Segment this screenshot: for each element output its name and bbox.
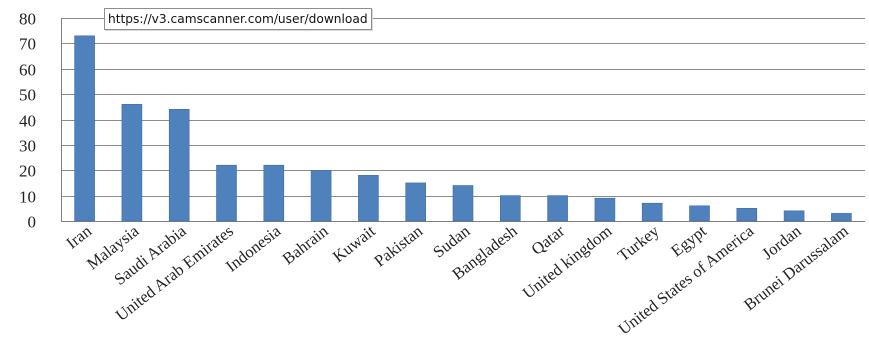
x-category-label: Turkey: [614, 221, 663, 265]
bar: [405, 182, 427, 222]
bar: [831, 213, 852, 222]
y-tick-label: 20: [19, 162, 36, 181]
bar: [263, 164, 285, 222]
bar: [121, 104, 143, 222]
gridlines: [61, 18, 865, 197]
y-tick-label: 30: [19, 137, 36, 156]
bars: [74, 35, 852, 222]
x-category-label: Kuwait: [329, 221, 379, 266]
bar: [594, 197, 616, 222]
y-tick-label: 40: [19, 112, 36, 131]
bar: [547, 195, 568, 222]
bar: [168, 109, 190, 222]
y-tick-label: 60: [19, 61, 36, 80]
bar: [499, 195, 521, 222]
bar: [358, 175, 379, 222]
bar: [641, 202, 663, 222]
axes: [61, 18, 865, 222]
y-tick-label: 70: [19, 35, 36, 54]
y-tick-label: 80: [19, 10, 36, 29]
x-category-label: Iran: [62, 221, 95, 252]
bar: [74, 35, 95, 222]
x-category-label: United kingdom: [519, 221, 616, 302]
bar: [452, 185, 474, 222]
y-tick-labels: 0 10 20 30 40 50 60 70 80: [19, 10, 36, 232]
x-category-label: Bahrain: [279, 221, 332, 268]
x-category-label: Pakistan: [370, 221, 426, 270]
bar: [783, 210, 805, 222]
bar: [310, 170, 332, 222]
x-category-label: Indonesia: [222, 221, 285, 276]
bar: [689, 205, 710, 222]
bar: [736, 208, 758, 222]
y-tick-label: 50: [19, 86, 36, 105]
y-tick-label: 0: [28, 213, 37, 232]
y-tick-label: 10: [19, 188, 36, 207]
bar: [216, 164, 237, 222]
url-tooltip: https://v3.camscanner.com/user/download: [104, 8, 372, 30]
